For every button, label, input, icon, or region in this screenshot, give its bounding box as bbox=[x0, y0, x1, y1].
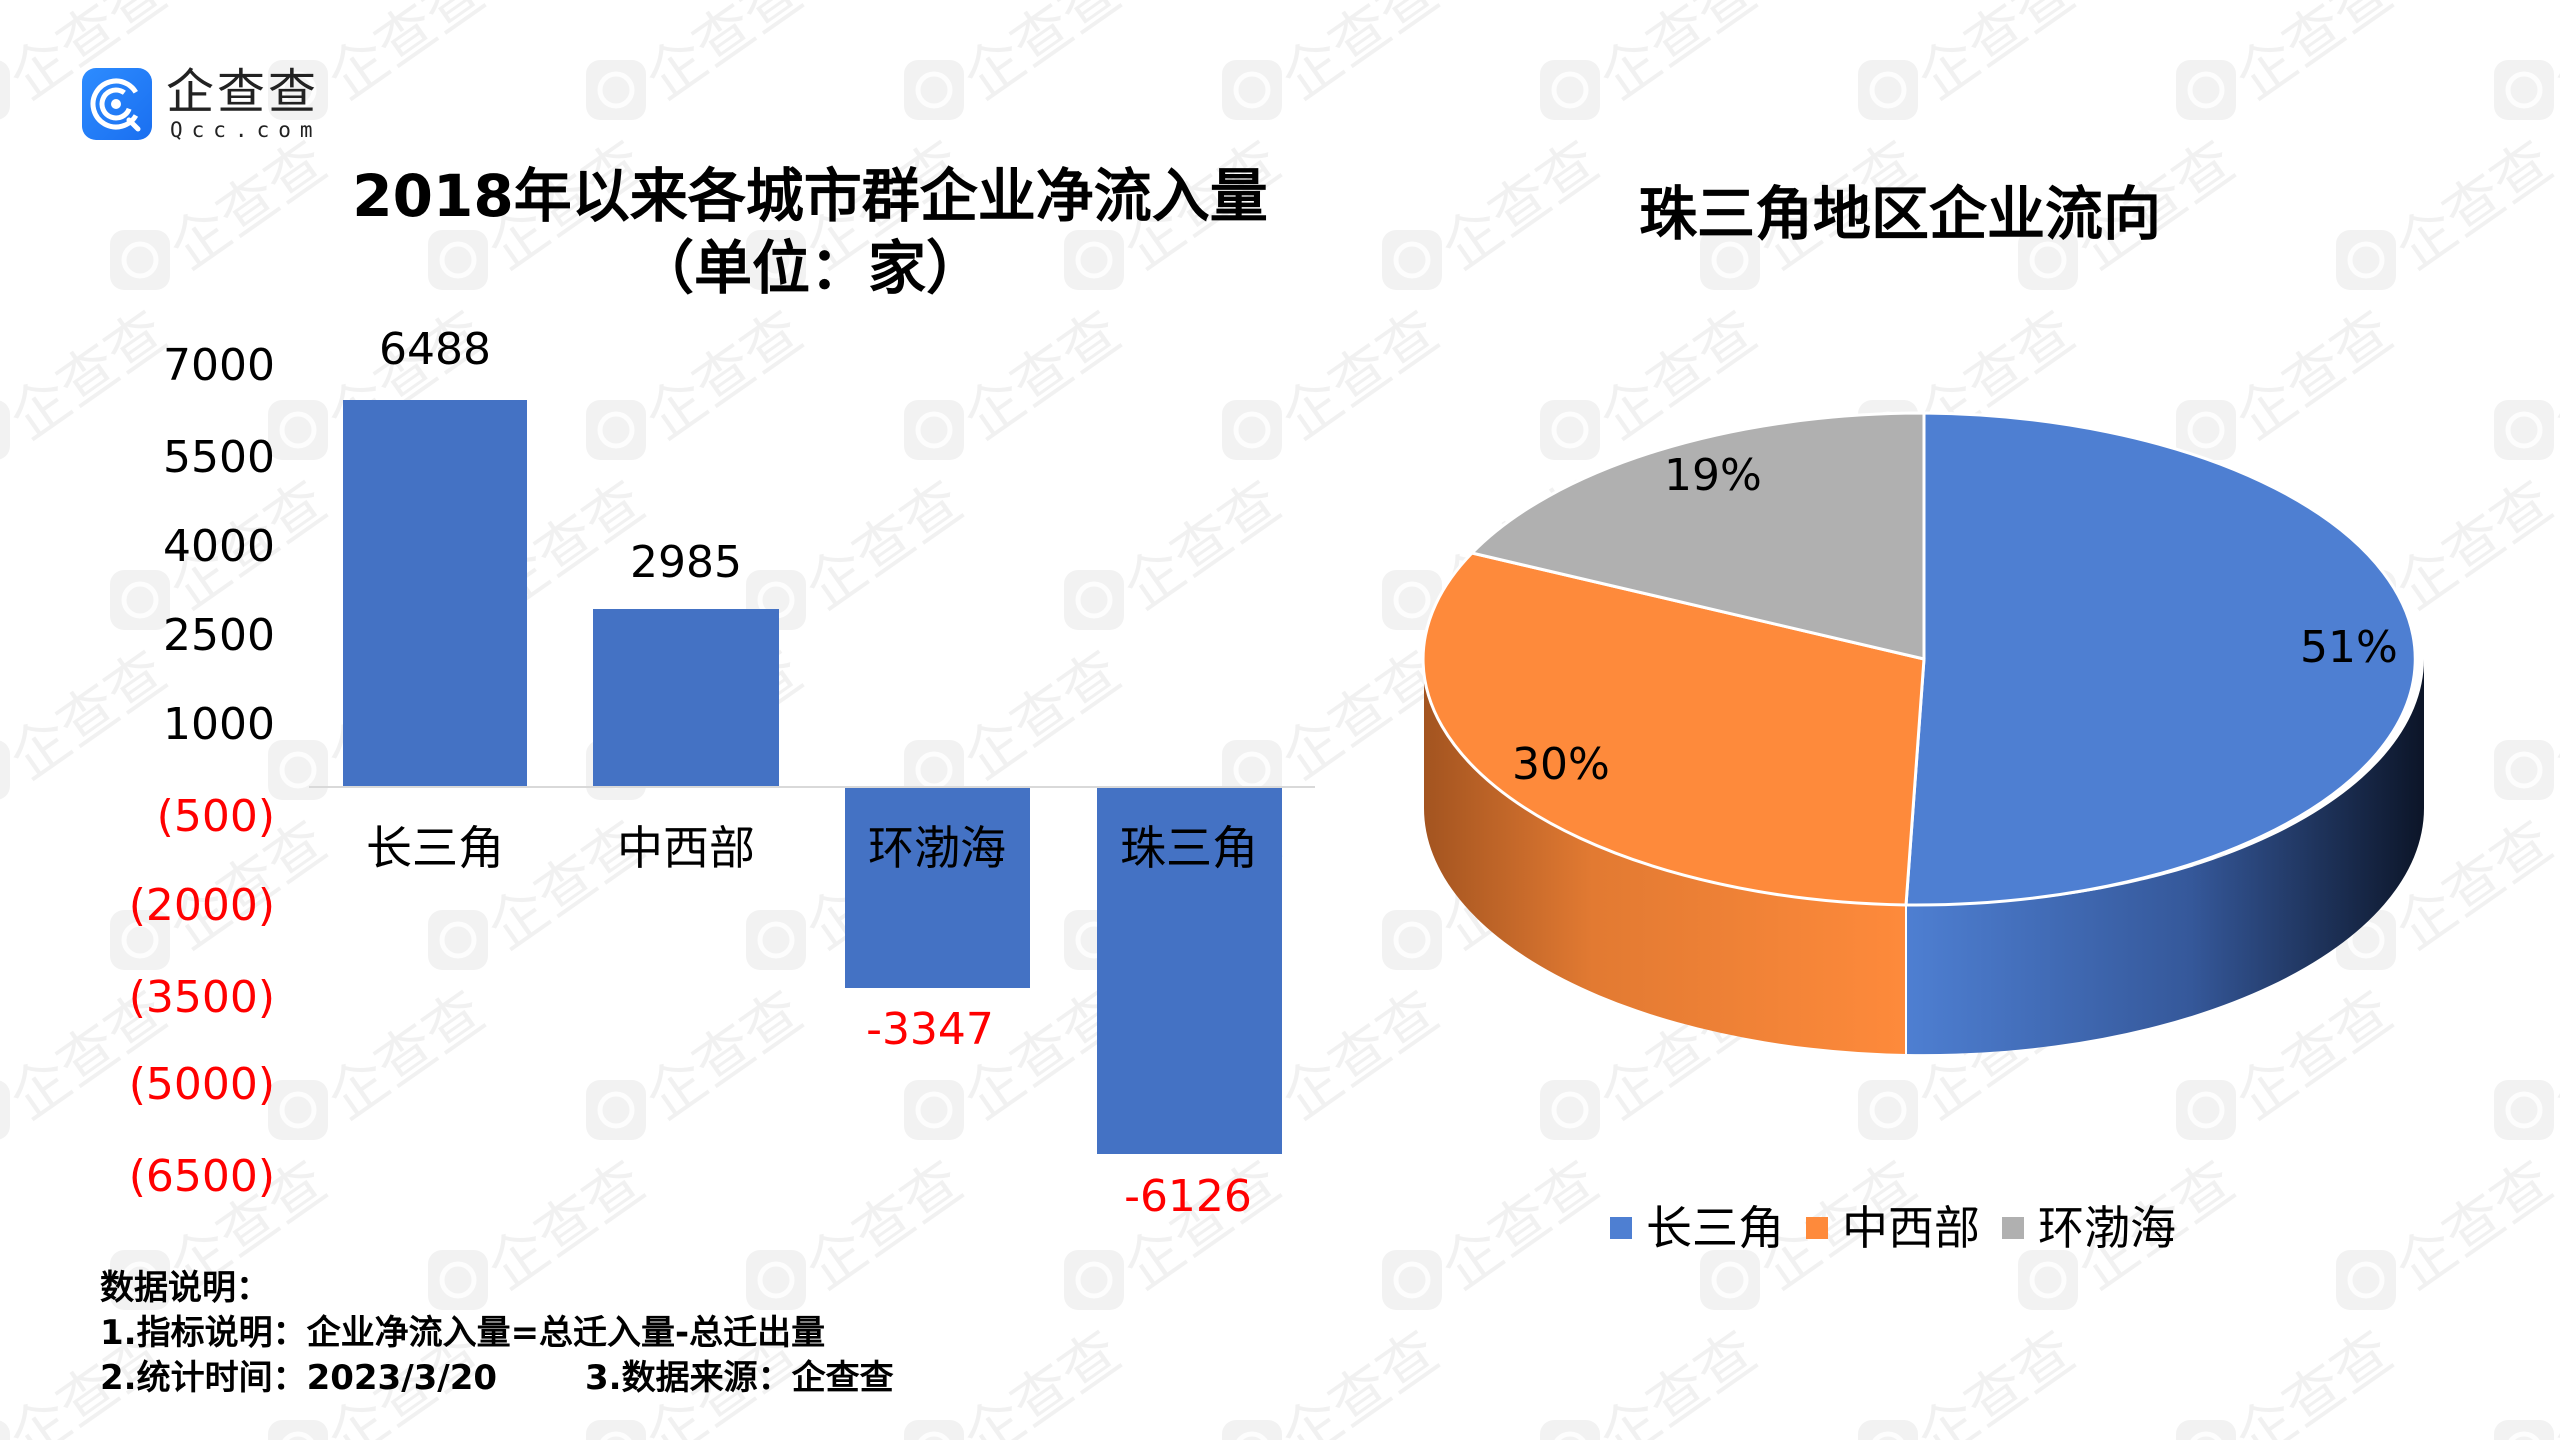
bar-huanbohai bbox=[845, 788, 1030, 988]
pie-label-changsanjiao: 51% bbox=[2300, 622, 2398, 673]
x-axis-line bbox=[309, 786, 1315, 788]
pie-legend: 长三角 中西部 环渤海 bbox=[1610, 1200, 2198, 1256]
legend-swatch-orange bbox=[1806, 1217, 1828, 1239]
pie-side-blue bbox=[1906, 659, 2425, 1055]
bar-value-label: 6488 bbox=[379, 324, 491, 375]
y-tick-negative: (6500) bbox=[128, 1151, 275, 1202]
pie-slice-zhongxibu[interactable] bbox=[1421, 551, 1926, 907]
pie-label-zhongxibu: 30% bbox=[1512, 739, 1610, 790]
bar-value-label: 2985 bbox=[630, 537, 742, 588]
y-tick-negative: (5000) bbox=[128, 1059, 275, 1110]
y-tick: 4000 bbox=[163, 521, 275, 572]
bar-zhusanjiao bbox=[1097, 788, 1282, 1154]
x-category-label: 长三角 bbox=[366, 821, 504, 875]
y-tick: 5500 bbox=[163, 432, 275, 483]
footnote-source: 3.数据来源：企查查 bbox=[585, 1358, 894, 1398]
bar-value-label-negative: -3347 bbox=[866, 1004, 994, 1055]
logo-wordmark: 企查查 bbox=[166, 64, 320, 120]
y-tick: 7000 bbox=[163, 340, 275, 391]
y-tick-negative: (2000) bbox=[128, 880, 275, 931]
bar-chart-title-line1: 2018年以来各城市群企业净流入量 bbox=[352, 162, 1268, 230]
legend-item-changsanjiao[interactable]: 长三角 bbox=[1610, 1200, 1784, 1256]
x-category-label: 环渤海 bbox=[868, 821, 1006, 875]
bar-changsanjiao bbox=[343, 400, 527, 787]
x-category-label: 中西部 bbox=[617, 821, 755, 875]
legend-label: 中西部 bbox=[1842, 1201, 1980, 1255]
y-tick-negative: (500) bbox=[156, 791, 275, 842]
qcc-logo-icon bbox=[82, 68, 152, 140]
x-category-label: 珠三角 bbox=[1120, 821, 1258, 875]
legend-label: 长三角 bbox=[1646, 1201, 1784, 1255]
logo-domain: Qcc.com bbox=[170, 118, 322, 142]
pie-slice-huanbohai[interactable] bbox=[1469, 411, 1926, 661]
footnote-heading: 数据说明： bbox=[100, 1268, 270, 1308]
pie-label-huanbohai: 19% bbox=[1664, 450, 1762, 501]
bar-chart-title-line2: （单位：家） bbox=[635, 234, 984, 302]
legend-swatch-blue bbox=[1610, 1217, 1632, 1239]
pie-side-orange bbox=[1423, 659, 1906, 1054]
footnote-definition: 1.指标说明：企业净流入量=总迁入量-总迁出量 bbox=[100, 1313, 826, 1353]
pie-chart-title: 珠三角地区企业流向 bbox=[1638, 180, 2161, 248]
legend-label: 环渤海 bbox=[2038, 1201, 2176, 1255]
bar-value-label-negative: -6126 bbox=[1124, 1171, 1252, 1222]
y-tick: 1000 bbox=[163, 699, 275, 750]
footnote-date: 2.统计时间：2023/3/20 bbox=[100, 1358, 498, 1398]
y-tick: 2500 bbox=[163, 610, 275, 661]
bar-chart-title: 2018年以来各城市群企业净流入量 （单位：家） bbox=[300, 160, 1320, 304]
legend-item-zhongxibu[interactable]: 中西部 bbox=[1806, 1200, 1980, 1256]
pie-slice-changsanjiao[interactable] bbox=[1904, 411, 2417, 907]
y-tick-negative: (3500) bbox=[128, 972, 275, 1023]
legend-swatch-gray bbox=[2002, 1217, 2024, 1239]
bar-zhongxibu bbox=[593, 609, 779, 787]
legend-item-huanbohai[interactable]: 环渤海 bbox=[2002, 1200, 2176, 1256]
